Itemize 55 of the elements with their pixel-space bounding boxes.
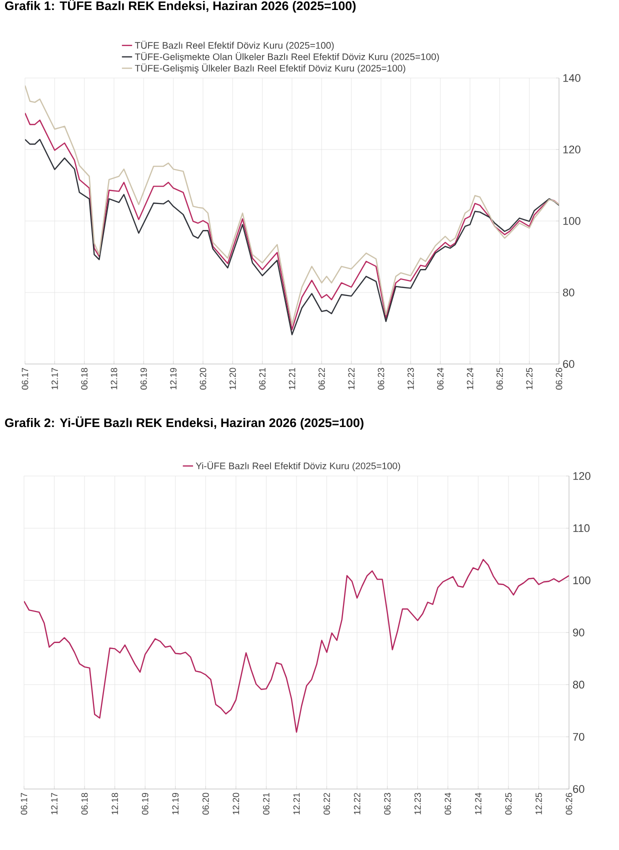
- x-tick-label: 12.19: [170, 368, 177, 390]
- y-tick-label: 80: [572, 680, 584, 689]
- x-tick-label: 06.25: [496, 368, 503, 390]
- x-tick-label: 12.18: [110, 368, 118, 390]
- x-tick-label: 12.25: [536, 792, 542, 814]
- x-tick-label: 12.21: [288, 368, 296, 390]
- y-tick-label: 110: [573, 524, 590, 532]
- legend-label: TÜFE-Gelişmekte Olan Ülkeler Bazlı Reel Efektif Döviz Kuru (2025=100): [134, 52, 439, 62]
- y-tick-label: 140: [563, 74, 580, 82]
- x-tick-label: 06.24: [437, 368, 444, 390]
- x-tick-label: 06.25: [505, 792, 512, 815]
- x-tick-label: 12.23: [407, 368, 414, 390]
- x-tick-label: 12.20: [229, 368, 236, 390]
- legend-label: TÜFE Bazlı Reel Efektif Döviz Kuru (2025=100): [134, 40, 334, 51]
- x-tick-label: 12.17: [52, 368, 58, 390]
- y-tick-label: 120: [573, 472, 590, 480]
- x-tick-label: 06.22: [318, 368, 325, 390]
- y-tick-label: 90: [573, 628, 584, 636]
- x-tick-label: 12.18: [112, 792, 118, 814]
- x-tick-label: 12.22: [348, 368, 354, 390]
- x-tick-label: 12.25: [526, 368, 533, 390]
- y-tick-label: 120: [563, 146, 580, 154]
- x-tick-label: 06.23: [384, 792, 391, 815]
- x-tick-label: 12.22: [354, 792, 360, 814]
- x-tick-label: 06.18: [81, 368, 88, 390]
- x-tick-label: 12.23: [414, 792, 421, 814]
- x-tick-label: 06.20: [200, 368, 206, 390]
- x-tick-label: 06.23: [378, 368, 384, 390]
- x-tick-label: 06.17: [20, 792, 28, 815]
- y-tick-label: 60: [563, 360, 574, 368]
- x-tick-label: 06.21: [263, 792, 270, 815]
- x-tick-label: 12.24: [475, 792, 482, 814]
- x-tick-label: 12.24: [466, 368, 474, 390]
- x-tick-label: 06.17: [22, 368, 28, 390]
- y-tick-label: 100: [573, 576, 590, 584]
- x-tick-label: 06.26: [556, 368, 562, 390]
- x-tick-label: 06.22: [324, 792, 330, 815]
- chart-title: Grafik 2: Yi-ÜFE Bazlı REK Endeksi, Haziran 2026 (2025=100): [5, 416, 364, 430]
- x-tick-label: 06.20: [202, 792, 209, 815]
- x-tick-label: 12.19: [172, 792, 179, 814]
- y-tick-label: 100: [563, 217, 580, 225]
- y-tick-label: 70: [573, 732, 584, 741]
- x-tick-label: 12.17: [51, 792, 58, 814]
- x-tick-label: 12.21: [293, 792, 300, 814]
- x-tick-label: 06.24: [444, 792, 452, 815]
- x-tick-label: 06.21: [259, 368, 266, 390]
- legend-label: TÜFE-Gelişmiş Ülkeler Bazlı Reel Efektif Döviz Kuru (2025=100): [134, 64, 406, 74]
- y-tick-label: 60: [573, 785, 584, 793]
- x-tick-label: 06.19: [142, 792, 148, 815]
- x-tick-label: 06.18: [81, 792, 88, 815]
- x-tick-label: 12.20: [232, 792, 240, 814]
- legend-label: Yi-ÜFE Bazlı Reel Efektif Döviz Kuru (2025=100): [196, 461, 400, 472]
- y-tick-label: 80: [562, 288, 574, 296]
- x-tick-label: 06.26: [566, 792, 572, 815]
- x-tick-label: 06.19: [140, 368, 147, 390]
